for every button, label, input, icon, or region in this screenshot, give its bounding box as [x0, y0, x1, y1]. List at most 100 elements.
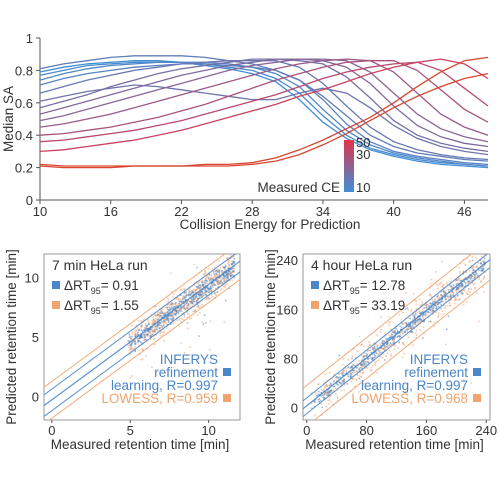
scatter-point-lowess: [333, 373, 336, 376]
scatter-point-lowess: [419, 305, 422, 307]
band-line-lowess: [48, 279, 240, 420]
scatter-point-lowess: [408, 317, 411, 320]
scatter-point-inferys: [201, 290, 203, 292]
scatter-point-lowess: [362, 365, 365, 368]
scatter-point-lowess: [480, 255, 483, 258]
scatter-point-lowess: [178, 325, 181, 328]
scatter-point-lowess: [470, 264, 473, 267]
scatter-point-inferys: [141, 333, 143, 336]
scatter-point-inferys: [148, 330, 151, 333]
scatter-point-inferys: [186, 302, 188, 304]
scatter-point-inferys: [391, 338, 394, 340]
scatter-point-lowess: [387, 346, 389, 348]
scatter-point-inferys: [430, 306, 433, 309]
scatter-point-inferys: [141, 330, 144, 332]
scatter-point-lowess: [342, 370, 344, 373]
scatter-point-lowess: [380, 316, 382, 318]
scatter-point-lowess: [398, 313, 401, 316]
scatter-point-lowess: [401, 321, 403, 324]
scatter-point-inferys: [129, 343, 132, 346]
scatter-point-lowess: [128, 332, 130, 334]
scatter-point-lowess: [188, 313, 190, 316]
scatter-point-inferys: [382, 348, 385, 350]
scatter-point-inferys: [326, 394, 328, 396]
scatter-point-lowess: [138, 349, 140, 352]
sa-curve-ce-20: [39, 60, 489, 161]
scatter-point-lowess: [421, 316, 424, 318]
scatter-point-lowess: [483, 275, 485, 278]
scatter-point-inferys: [178, 303, 181, 305]
scatter-point-lowess: [204, 294, 206, 296]
scatter-point-inferys: [406, 323, 409, 326]
scatter-point-inferys: [175, 312, 177, 315]
scatter-point-inferys: [451, 287, 454, 290]
scatter-point-lowess: [129, 339, 131, 342]
scatter-point-inferys: [206, 294, 208, 296]
scatter-point-inferys: [192, 291, 194, 293]
scatter-point-inferys: [200, 294, 203, 296]
scatter-point-inferys: [147, 329, 149, 332]
scatter-point-lowess: [170, 291, 173, 293]
scatter-point-lowess: [164, 318, 167, 321]
scatter-point-inferys: [168, 313, 170, 316]
scatter-point-lowess: [387, 344, 390, 347]
scatter-point-lowess: [172, 303, 174, 306]
scatter-point-lowess: [426, 305, 428, 307]
scatter-point-inferys: [223, 237, 225, 239]
scatter-point-lowess: [201, 304, 203, 306]
scatter-point-lowess: [170, 313, 173, 315]
scatter-point-lowess: [223, 321, 226, 323]
scatter-point-lowess: [369, 369, 372, 372]
scatter-point-inferys: [327, 393, 330, 396]
scatter-point-lowess: [131, 333, 133, 335]
scatter-point-lowess: [379, 331, 382, 333]
scatter-point-inferys: [435, 305, 438, 308]
scatter-point-inferys: [186, 307, 188, 309]
scatter-point-inferys: [323, 393, 326, 396]
scatter-point-lowess: [340, 389, 342, 391]
scatter-point-inferys: [460, 291, 463, 293]
scatter-point-lowess: [377, 349, 380, 351]
scatter-point-lowess: [192, 310, 194, 313]
scatter-point-lowess: [470, 280, 473, 282]
scatter-point-lowess: [459, 272, 461, 274]
band-line-inferys: [303, 267, 490, 417]
scatter-point-lowess: [466, 301, 468, 303]
scatter-point-lowess: [233, 255, 235, 258]
scatter-point-inferys: [481, 269, 484, 271]
scatter-point-lowess: [467, 282, 470, 285]
scatter-point-lowess: [411, 319, 414, 321]
scatter-point-lowess: [170, 319, 173, 321]
legend-swatch-lowess: [473, 394, 481, 402]
scatter-point-lowess: [217, 275, 219, 277]
scatter-point-inferys: [351, 357, 353, 360]
scatter-point-lowess: [335, 383, 337, 386]
scatter-point-lowess: [194, 281, 196, 284]
scatter-point-inferys: [216, 291, 219, 293]
scatter-point-lowess: [475, 257, 478, 259]
scatter-point-lowess: [230, 271, 233, 273]
scatter-point-inferys: [342, 374, 344, 377]
scatter-point-inferys: [171, 307, 173, 310]
scatter-point-lowess: [182, 307, 185, 310]
scatter-point-inferys: [135, 335, 137, 337]
scatter-point-lowess: [150, 314, 153, 316]
scatter-point-inferys: [134, 340, 136, 343]
y-axis-label: Median SA: [1, 86, 16, 152]
scatter-point-lowess: [468, 279, 471, 282]
scatter-point-inferys: [220, 275, 222, 278]
scatter-point-lowess: [181, 313, 183, 315]
scatter-point-inferys: [187, 304, 189, 307]
scatter-point-lowess: [146, 318, 149, 321]
scatter-point-inferys: [405, 322, 408, 325]
scatter-point-lowess: [312, 432, 314, 434]
scatter-point-inferys: [215, 272, 218, 275]
scatter-point-lowess: [182, 288, 185, 291]
scatter-point-lowess: [442, 286, 445, 289]
scatter-point-lowess: [214, 266, 216, 269]
scatter-point-lowess: [170, 212, 172, 214]
scatter-point-inferys: [233, 270, 235, 273]
scatter-point-lowess: [227, 266, 229, 269]
scatter-point-lowess: [203, 291, 206, 294]
scatter-point-inferys: [434, 300, 437, 303]
